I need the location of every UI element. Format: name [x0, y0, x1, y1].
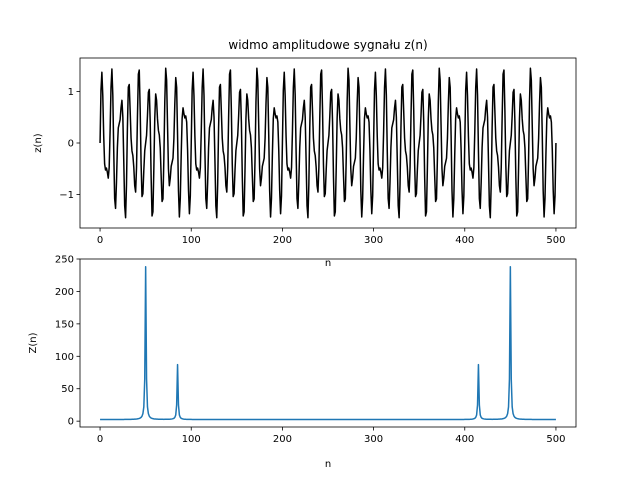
bottom-y-tick-label: 0: [68, 417, 74, 428]
top-chart-title: widmo amplitudowe sygnału z(n): [228, 38, 427, 52]
top-x-tick-label: 400: [455, 235, 474, 246]
bottom-x-tick-label: 300: [364, 434, 383, 445]
bottom-axes-frame: [79, 258, 577, 428]
bottom-axis-ticks: 0 100 200 300 400 500 0 50 100 150 200 250: [55, 255, 566, 446]
top-x-axis-label: n: [325, 258, 331, 269]
bottom-plot-area: [100, 266, 556, 421]
bottom-y-axis-label: Z(n): [28, 332, 39, 353]
bottom-x-tick-label: 0: [97, 434, 103, 445]
top-x-tick-label: 0: [97, 235, 103, 246]
top-x-tick-label: 100: [182, 235, 201, 246]
top-x-tick-label: 200: [273, 235, 292, 246]
top-series-line: [99, 67, 557, 219]
top-axis-ticks: 0 100 200 300 400 500 −1 0 1: [59, 87, 565, 246]
bottom-y-tick-label: 150: [55, 319, 74, 330]
bottom-x-tick-label: 500: [546, 434, 565, 445]
bottom-x-axis-label: n: [325, 459, 331, 470]
bottom-x-tick-label: 100: [182, 434, 201, 445]
bottom-y-tick-label: 100: [55, 352, 74, 363]
top-y-tick-label: 1: [68, 87, 74, 98]
bottom-series-line: [100, 266, 556, 421]
top-y-tick-label: −1: [59, 190, 74, 201]
bottom-y-tick-label: 250: [55, 255, 74, 266]
top-x-tick-label: 500: [546, 235, 565, 246]
top-plot-area: [99, 67, 557, 219]
bottom-x-tick-label: 400: [455, 434, 474, 445]
top-y-tick-label: 0: [68, 139, 74, 150]
bottom-subplot: 0 100 200 300 400 500 0 50 100 150 200 250 n Z(n): [28, 255, 577, 470]
top-subplot: widmo amplitudowe sygnału z(n) 0 100 200 30…: [33, 38, 577, 269]
bottom-y-tick-label: 200: [55, 287, 74, 298]
bottom-y-tick-label: 50: [61, 384, 74, 395]
top-x-tick-label: 300: [364, 235, 383, 246]
top-y-axis-label: z(n): [33, 133, 44, 152]
bottom-x-tick-label: 200: [273, 434, 292, 445]
